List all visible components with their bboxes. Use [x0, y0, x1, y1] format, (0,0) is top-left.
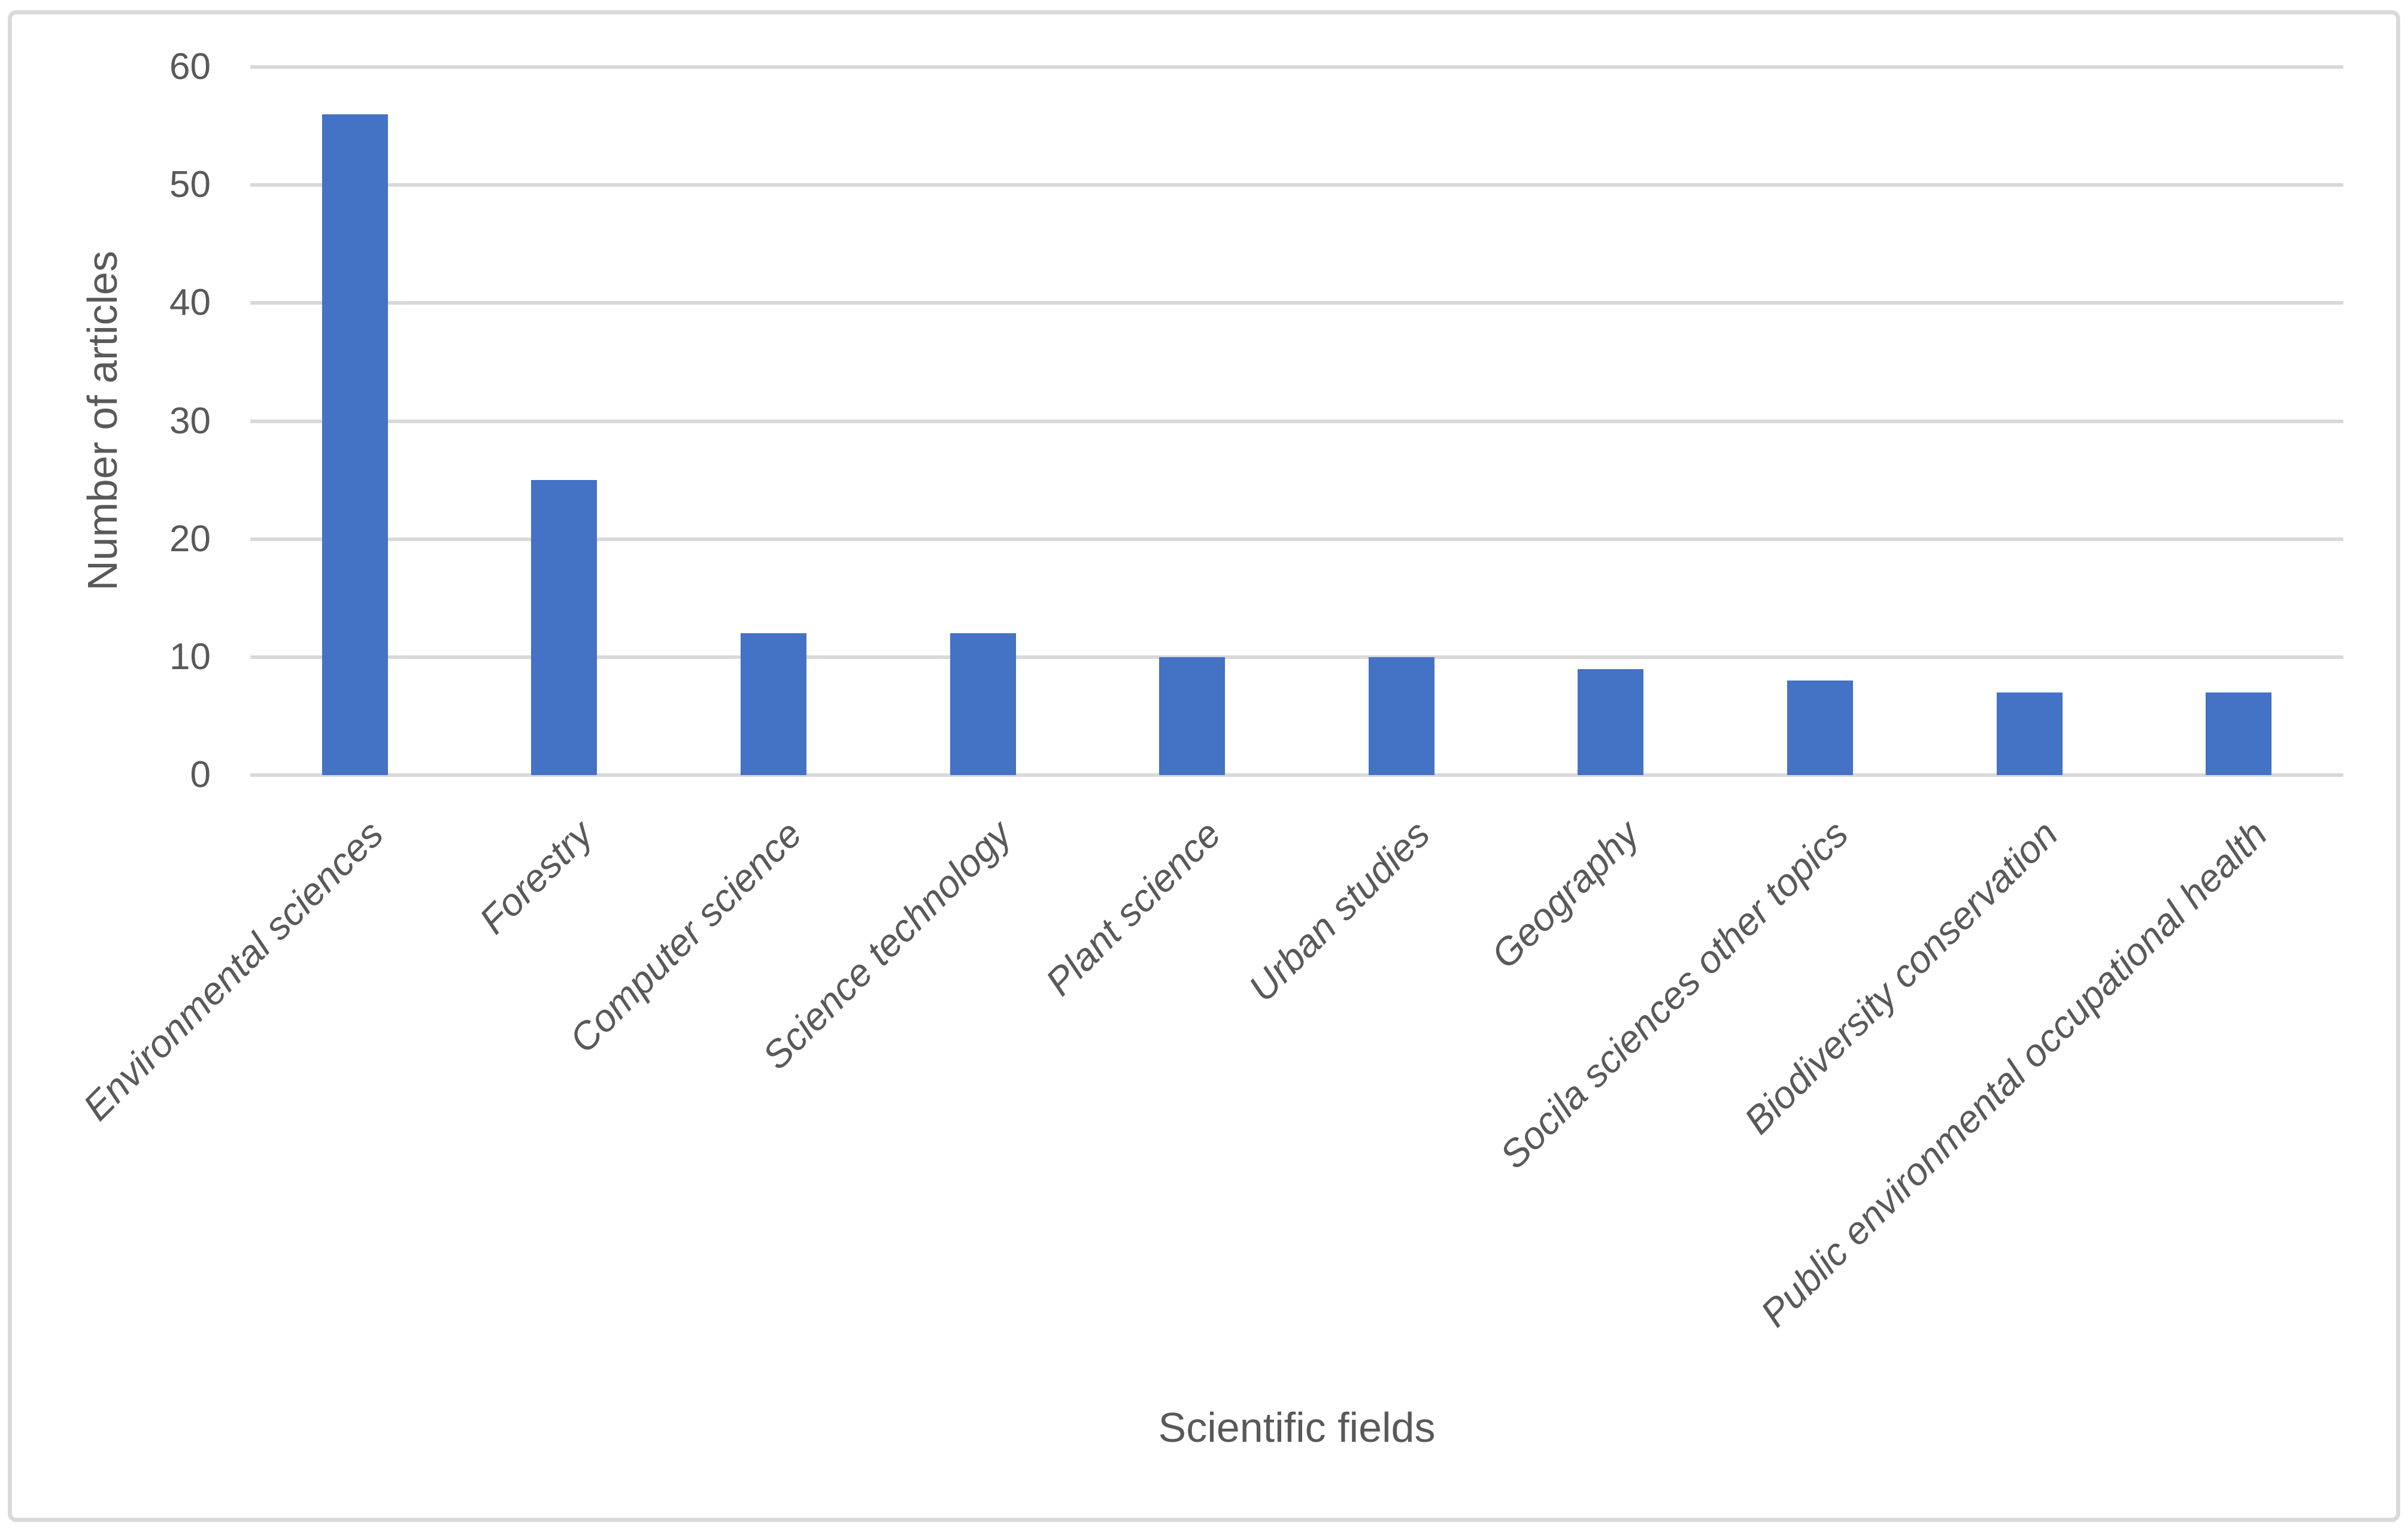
- bar: [1996, 692, 2063, 775]
- y-tick-label: 10: [169, 636, 211, 678]
- y-tick-label: 20: [169, 518, 211, 560]
- bar: [1787, 681, 1853, 775]
- bar: [1368, 657, 1435, 775]
- y-tick-label: 40: [169, 282, 211, 324]
- category-label: Geography: [1482, 812, 1648, 977]
- bar: [741, 633, 806, 775]
- bar: [531, 480, 598, 775]
- gridline: [250, 655, 2343, 659]
- y-axis-title: Number of articles: [79, 251, 126, 591]
- bar: [322, 114, 388, 775]
- x-axis-title: Scientific fields: [1158, 1404, 1436, 1451]
- x-axis-line: [250, 773, 2343, 777]
- bar: [1159, 657, 1226, 775]
- bar: [2206, 692, 2272, 775]
- category-label: Plant science: [1037, 812, 1229, 1004]
- y-tick-label: 30: [169, 400, 211, 442]
- category-label: Computer science: [561, 812, 810, 1061]
- gridline: [250, 537, 2343, 541]
- category-label: Urban studies: [1240, 812, 1438, 1010]
- category-label: Forestry: [471, 812, 601, 942]
- gridline: [250, 419, 2343, 423]
- y-tick-label: 60: [169, 46, 211, 87]
- category-label: Socila sciences other topics: [1491, 812, 1857, 1177]
- category-label: Environmental sciences: [74, 812, 392, 1129]
- y-tick-label: 50: [169, 164, 211, 206]
- bar: [1578, 669, 1644, 775]
- gridline: [250, 301, 2343, 305]
- y-tick-label: 0: [190, 754, 211, 795]
- gridline: [250, 183, 2343, 187]
- bar: [950, 633, 1016, 775]
- gridline: [250, 65, 2343, 69]
